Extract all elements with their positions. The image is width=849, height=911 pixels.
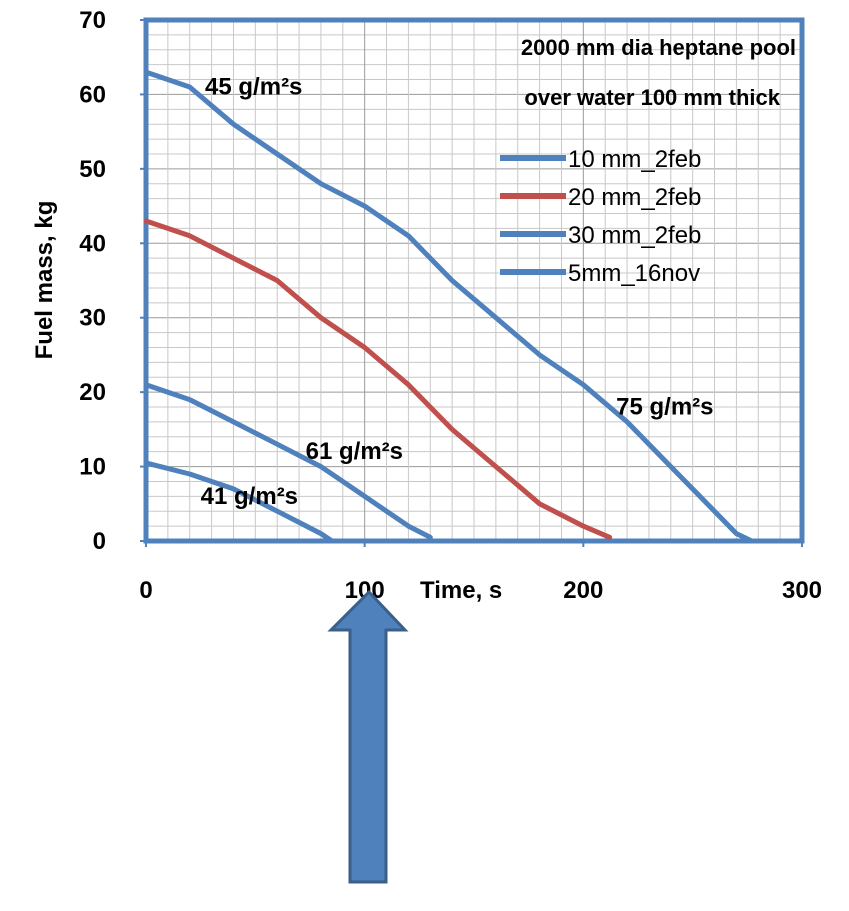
series-line [143, 69, 755, 544]
rate-annotation: 61 g/m²s [306, 438, 403, 465]
series-line [143, 382, 433, 540]
y-tick-label: 0 [93, 528, 106, 555]
legend-label: 20 mm_2feb [568, 184, 701, 211]
legend-label: 5mm_16nov [568, 260, 700, 287]
chart-title-line-2: over water 100 mm thick [524, 85, 780, 110]
x-tick-label: 0 [139, 577, 152, 604]
series-group [143, 69, 755, 544]
chart-title-line-1: 2000 mm dia heptane pool [521, 35, 796, 60]
up-arrow-icon [327, 589, 409, 884]
plot-area-border [143, 17, 805, 544]
rate-annotation: 75 g/m²s [616, 393, 713, 420]
rate-annotation: 45 g/m²s [205, 73, 302, 100]
rate-annotation: 41 g/m²s [201, 483, 298, 510]
series-line [143, 218, 613, 540]
legend-label: 30 mm_2feb [568, 222, 701, 249]
y-tick-label: 60 [79, 81, 106, 108]
legend-label: 10 mm_2feb [568, 146, 701, 173]
grid [145, 19, 803, 542]
y-tick-label: 40 [79, 230, 106, 257]
y-tick-label: 70 [79, 7, 106, 34]
x-tick-label: 300 [782, 577, 822, 604]
legend: 10 mm_2feb 20 mm_2feb 30 mm_2feb 5mm_16nov [500, 146, 701, 287]
x-tick-label: 200 [563, 577, 603, 604]
y-tick-label: 30 [79, 305, 106, 332]
y-tick-label: 20 [79, 379, 106, 406]
y-tick-label: 10 [79, 454, 106, 481]
x-axis-title: Time, s [420, 577, 502, 604]
y-tick-label: 50 [79, 156, 106, 183]
y-axis-title: Fuel mass, kg [31, 201, 58, 360]
annotations: 45 g/m²s 61 g/m²s 41 g/m²s 75 g/m²s [201, 73, 714, 509]
series-line [143, 460, 335, 544]
